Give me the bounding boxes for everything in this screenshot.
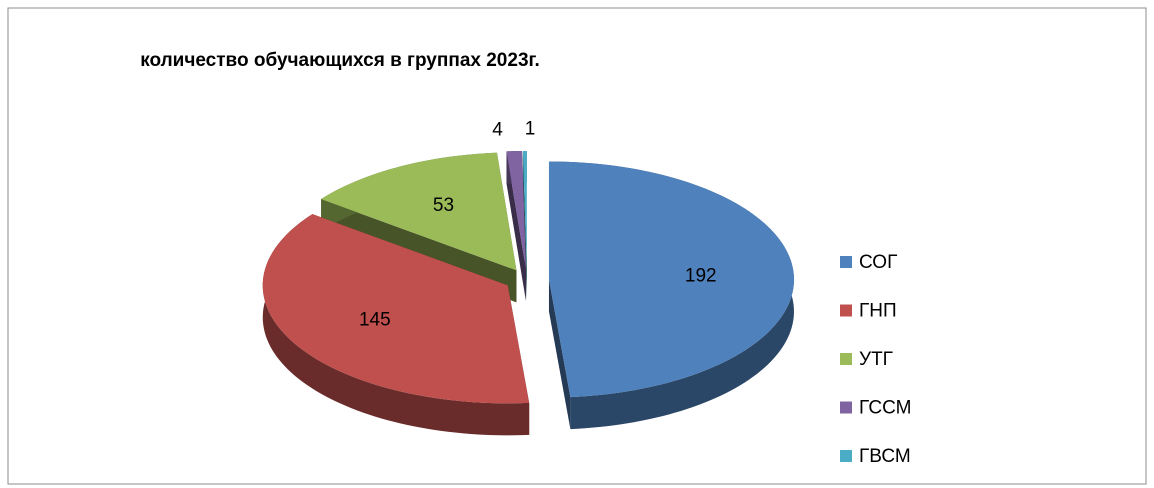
data-label: 53 <box>433 195 454 216</box>
slice-top <box>522 151 527 270</box>
legend-label: ГНП <box>859 301 897 322</box>
slice-top <box>321 152 517 271</box>
slice-side <box>548 279 571 430</box>
legend-swatch <box>840 450 852 462</box>
slice-top <box>548 161 794 398</box>
slice-wall <box>262 214 530 436</box>
pie-slice <box>548 161 794 430</box>
pie-slice <box>522 151 527 302</box>
legend-swatch <box>840 353 852 365</box>
legend-swatch <box>840 401 852 414</box>
legend-swatch <box>840 304 852 317</box>
legend-label: УТГ <box>859 349 893 370</box>
data-label: 4 <box>492 119 503 140</box>
data-label: 1 <box>525 119 536 140</box>
legend-swatch <box>840 256 852 268</box>
pie-slice <box>262 214 530 436</box>
data-label: 145 <box>359 310 391 331</box>
slice-side <box>522 151 527 302</box>
legend-label: ГВСМ <box>859 446 911 467</box>
data-label: 192 <box>685 265 717 286</box>
legend-label: ГССМ <box>859 398 912 419</box>
pie-slice <box>506 151 526 302</box>
slice-top <box>262 214 530 404</box>
slice-side <box>506 151 526 302</box>
chart-title: количество обучающихся в группах 2023г. <box>140 50 540 71</box>
slice-top <box>506 151 526 270</box>
legend-label: СОГ <box>859 252 897 273</box>
